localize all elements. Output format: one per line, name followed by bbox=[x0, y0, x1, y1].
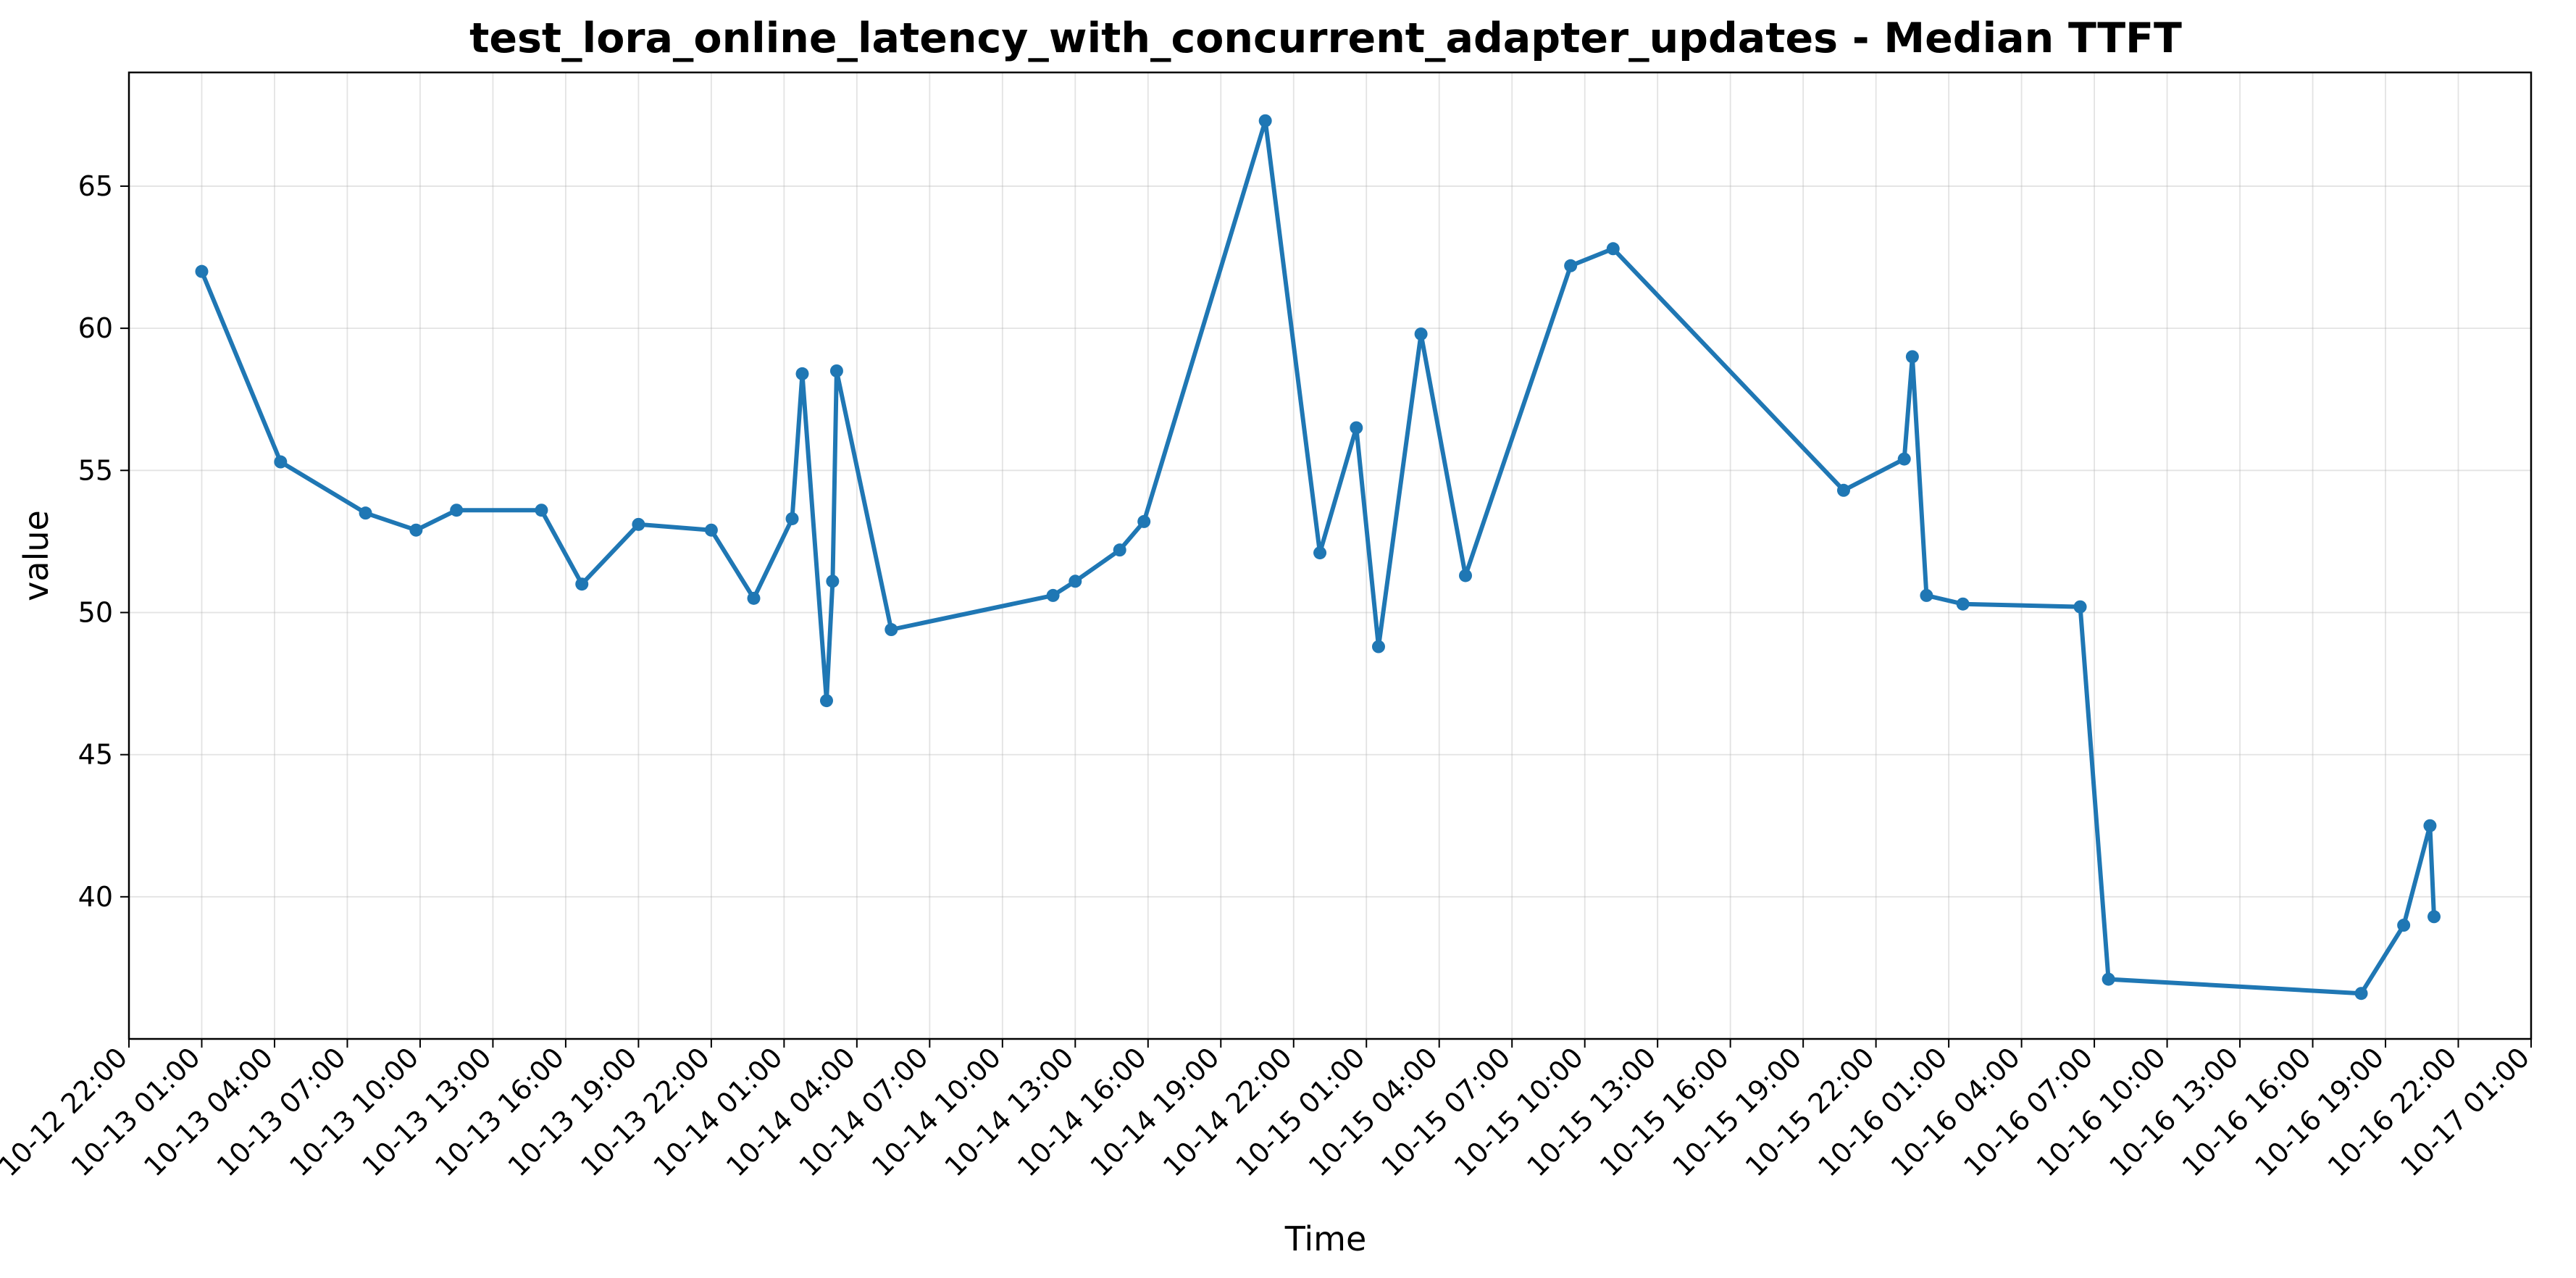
series-layer bbox=[195, 114, 2441, 1001]
data-point bbox=[409, 523, 423, 537]
data-point bbox=[2423, 819, 2437, 832]
data-point bbox=[1414, 327, 1428, 341]
data-point bbox=[1258, 114, 1272, 128]
y-tick-label: 55 bbox=[78, 454, 113, 486]
data-point bbox=[632, 517, 645, 531]
data-point bbox=[2397, 919, 2411, 932]
y-tick-label: 40 bbox=[78, 881, 113, 913]
data-point bbox=[885, 623, 898, 637]
y-tick-label: 65 bbox=[78, 170, 113, 202]
data-point bbox=[1836, 483, 1850, 497]
chart-title: test_lora_online_latency_with_concurrent… bbox=[469, 14, 2182, 62]
y-axis-label: value bbox=[17, 510, 56, 601]
y-tick-label: 45 bbox=[78, 739, 113, 771]
data-point bbox=[1897, 452, 1911, 466]
data-point bbox=[2427, 910, 2441, 924]
x-axis-label: Time bbox=[1284, 1219, 1367, 1258]
data-point bbox=[359, 506, 372, 520]
data-point bbox=[795, 367, 809, 380]
data-point bbox=[1069, 575, 1082, 588]
data-point bbox=[1350, 421, 1363, 435]
data-point bbox=[785, 511, 799, 525]
y-axis: 40 45 50 55 60 65 bbox=[78, 170, 129, 913]
y-tick-label: 60 bbox=[78, 312, 113, 344]
grid bbox=[128, 72, 2532, 1039]
data-point bbox=[1046, 588, 1060, 602]
data-point bbox=[819, 694, 833, 708]
data-point bbox=[274, 455, 288, 469]
data-point bbox=[1564, 259, 1578, 272]
data-point bbox=[2073, 600, 2087, 614]
data-point bbox=[1905, 350, 1919, 364]
data-point bbox=[1113, 543, 1126, 557]
data-point bbox=[1606, 242, 1620, 256]
data-point bbox=[535, 504, 548, 517]
data-point bbox=[1459, 569, 1473, 582]
data-point bbox=[1371, 640, 1385, 653]
data-point bbox=[829, 364, 843, 377]
data-point bbox=[1956, 597, 1970, 611]
data-point bbox=[2354, 987, 2368, 1001]
data-point bbox=[747, 591, 761, 605]
plot-area bbox=[127, 71, 2533, 1040]
data-point bbox=[450, 504, 464, 517]
data-point bbox=[1137, 514, 1151, 528]
data-point bbox=[195, 264, 209, 278]
data-point bbox=[826, 575, 840, 588]
data-point bbox=[1313, 546, 1327, 560]
data-point bbox=[575, 577, 589, 591]
data-point bbox=[2102, 972, 2115, 986]
data-point bbox=[704, 523, 718, 537]
y-tick-label: 50 bbox=[78, 596, 113, 628]
data-point bbox=[1920, 588, 1933, 602]
